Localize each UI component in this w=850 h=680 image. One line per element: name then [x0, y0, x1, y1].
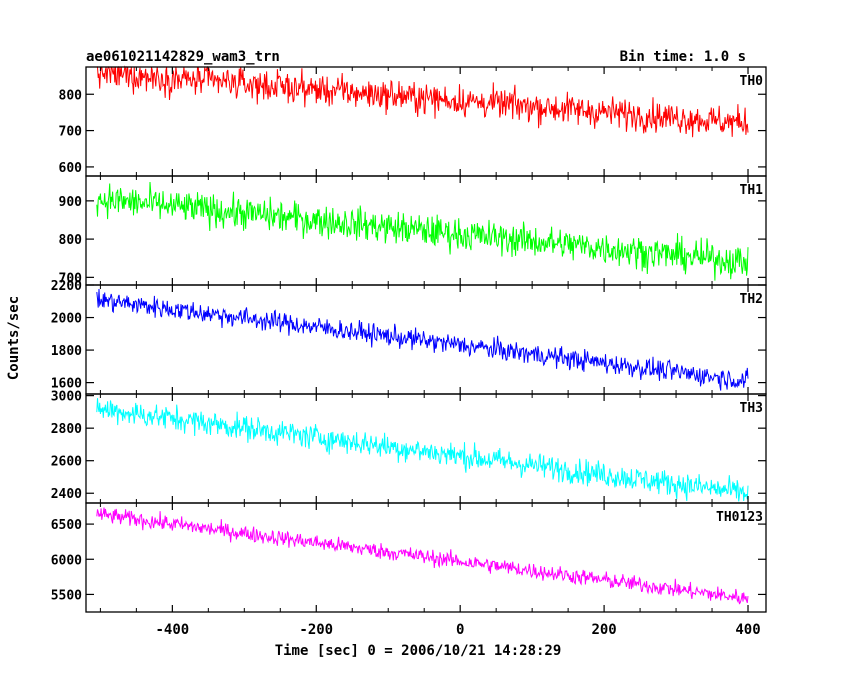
x-tick-label: -200 [299, 622, 333, 638]
series-line-th1 [96, 181, 749, 281]
x-tick-label: 0 [456, 622, 464, 638]
panel-th2: 1600 1800 2000 2200 TH2 [51, 279, 767, 395]
x-axis-label: Time [sec] 0 = 2006/10/21 14:28:29 [275, 643, 562, 659]
panel-name-th2: TH2 [740, 292, 763, 307]
x-tick-label: 200 [591, 622, 616, 638]
panel-name-th0: TH0 [740, 74, 764, 89]
panel-frame-th0123 [85, 502, 767, 613]
series-line-th0123 [96, 507, 749, 605]
y-tick-label-th0123: 6500 [51, 518, 82, 533]
panel-name-th3: TH3 [740, 401, 763, 416]
y-tick-label-th1: 700 [59, 271, 83, 286]
y-tick-label-th0: 600 [59, 161, 83, 176]
y-tick-label-th2: 2000 [51, 312, 82, 327]
y-tick-label-th0123: 6000 [51, 553, 82, 568]
y-tick-label-th0: 800 [59, 88, 83, 103]
series-line-th3 [96, 398, 749, 502]
panel-name-th0123: TH0123 [716, 510, 763, 525]
panel-th0123: 5500 6000 6500 TH0123 [51, 502, 767, 613]
panels: 600 700 800 TH0 700 800 900 TH1 1600 1800 2000 2200… [51, 65, 767, 613]
panel-name-th1: TH1 [740, 183, 764, 198]
y-tick-label-th3: 2600 [51, 455, 82, 470]
y-tick-label-th1: 800 [59, 233, 83, 248]
x-tick-label: 400 [735, 622, 760, 638]
x-tick-label: -400 [155, 622, 189, 638]
x-axis: -400 -200 0 200 400 [155, 622, 760, 638]
bin-time-label: Bin time: 1.0 s [620, 49, 746, 65]
panel-frame-th3 [85, 393, 767, 504]
y-tick-label-th0: 700 [59, 125, 83, 140]
y-tick-label-th3: 2800 [51, 422, 82, 437]
y-tick-label-th1: 900 [59, 195, 83, 210]
y-tick-label-th2: 2200 [51, 279, 82, 294]
panel-th1: 700 800 900 TH1 [59, 175, 767, 286]
y-tick-label-th3: 2400 [51, 487, 82, 502]
y-tick-label-th2: 1600 [51, 377, 82, 392]
y-tick-label-th3: 3000 [51, 390, 82, 405]
series-line-th2 [96, 288, 749, 391]
chart-title: ae061021142829_wam3_trn [86, 49, 280, 65]
panel-frame-th0 [85, 66, 767, 177]
panel-th3: 2400 2600 2800 3000 TH3 [51, 390, 767, 504]
panel-th0: 600 700 800 TH0 [59, 65, 767, 177]
series-line-th0 [96, 65, 749, 138]
y-axis-label: Counts/sec [6, 296, 22, 380]
y-tick-label-th2: 1800 [51, 344, 82, 359]
y-tick-label-th0123: 5500 [51, 588, 82, 603]
